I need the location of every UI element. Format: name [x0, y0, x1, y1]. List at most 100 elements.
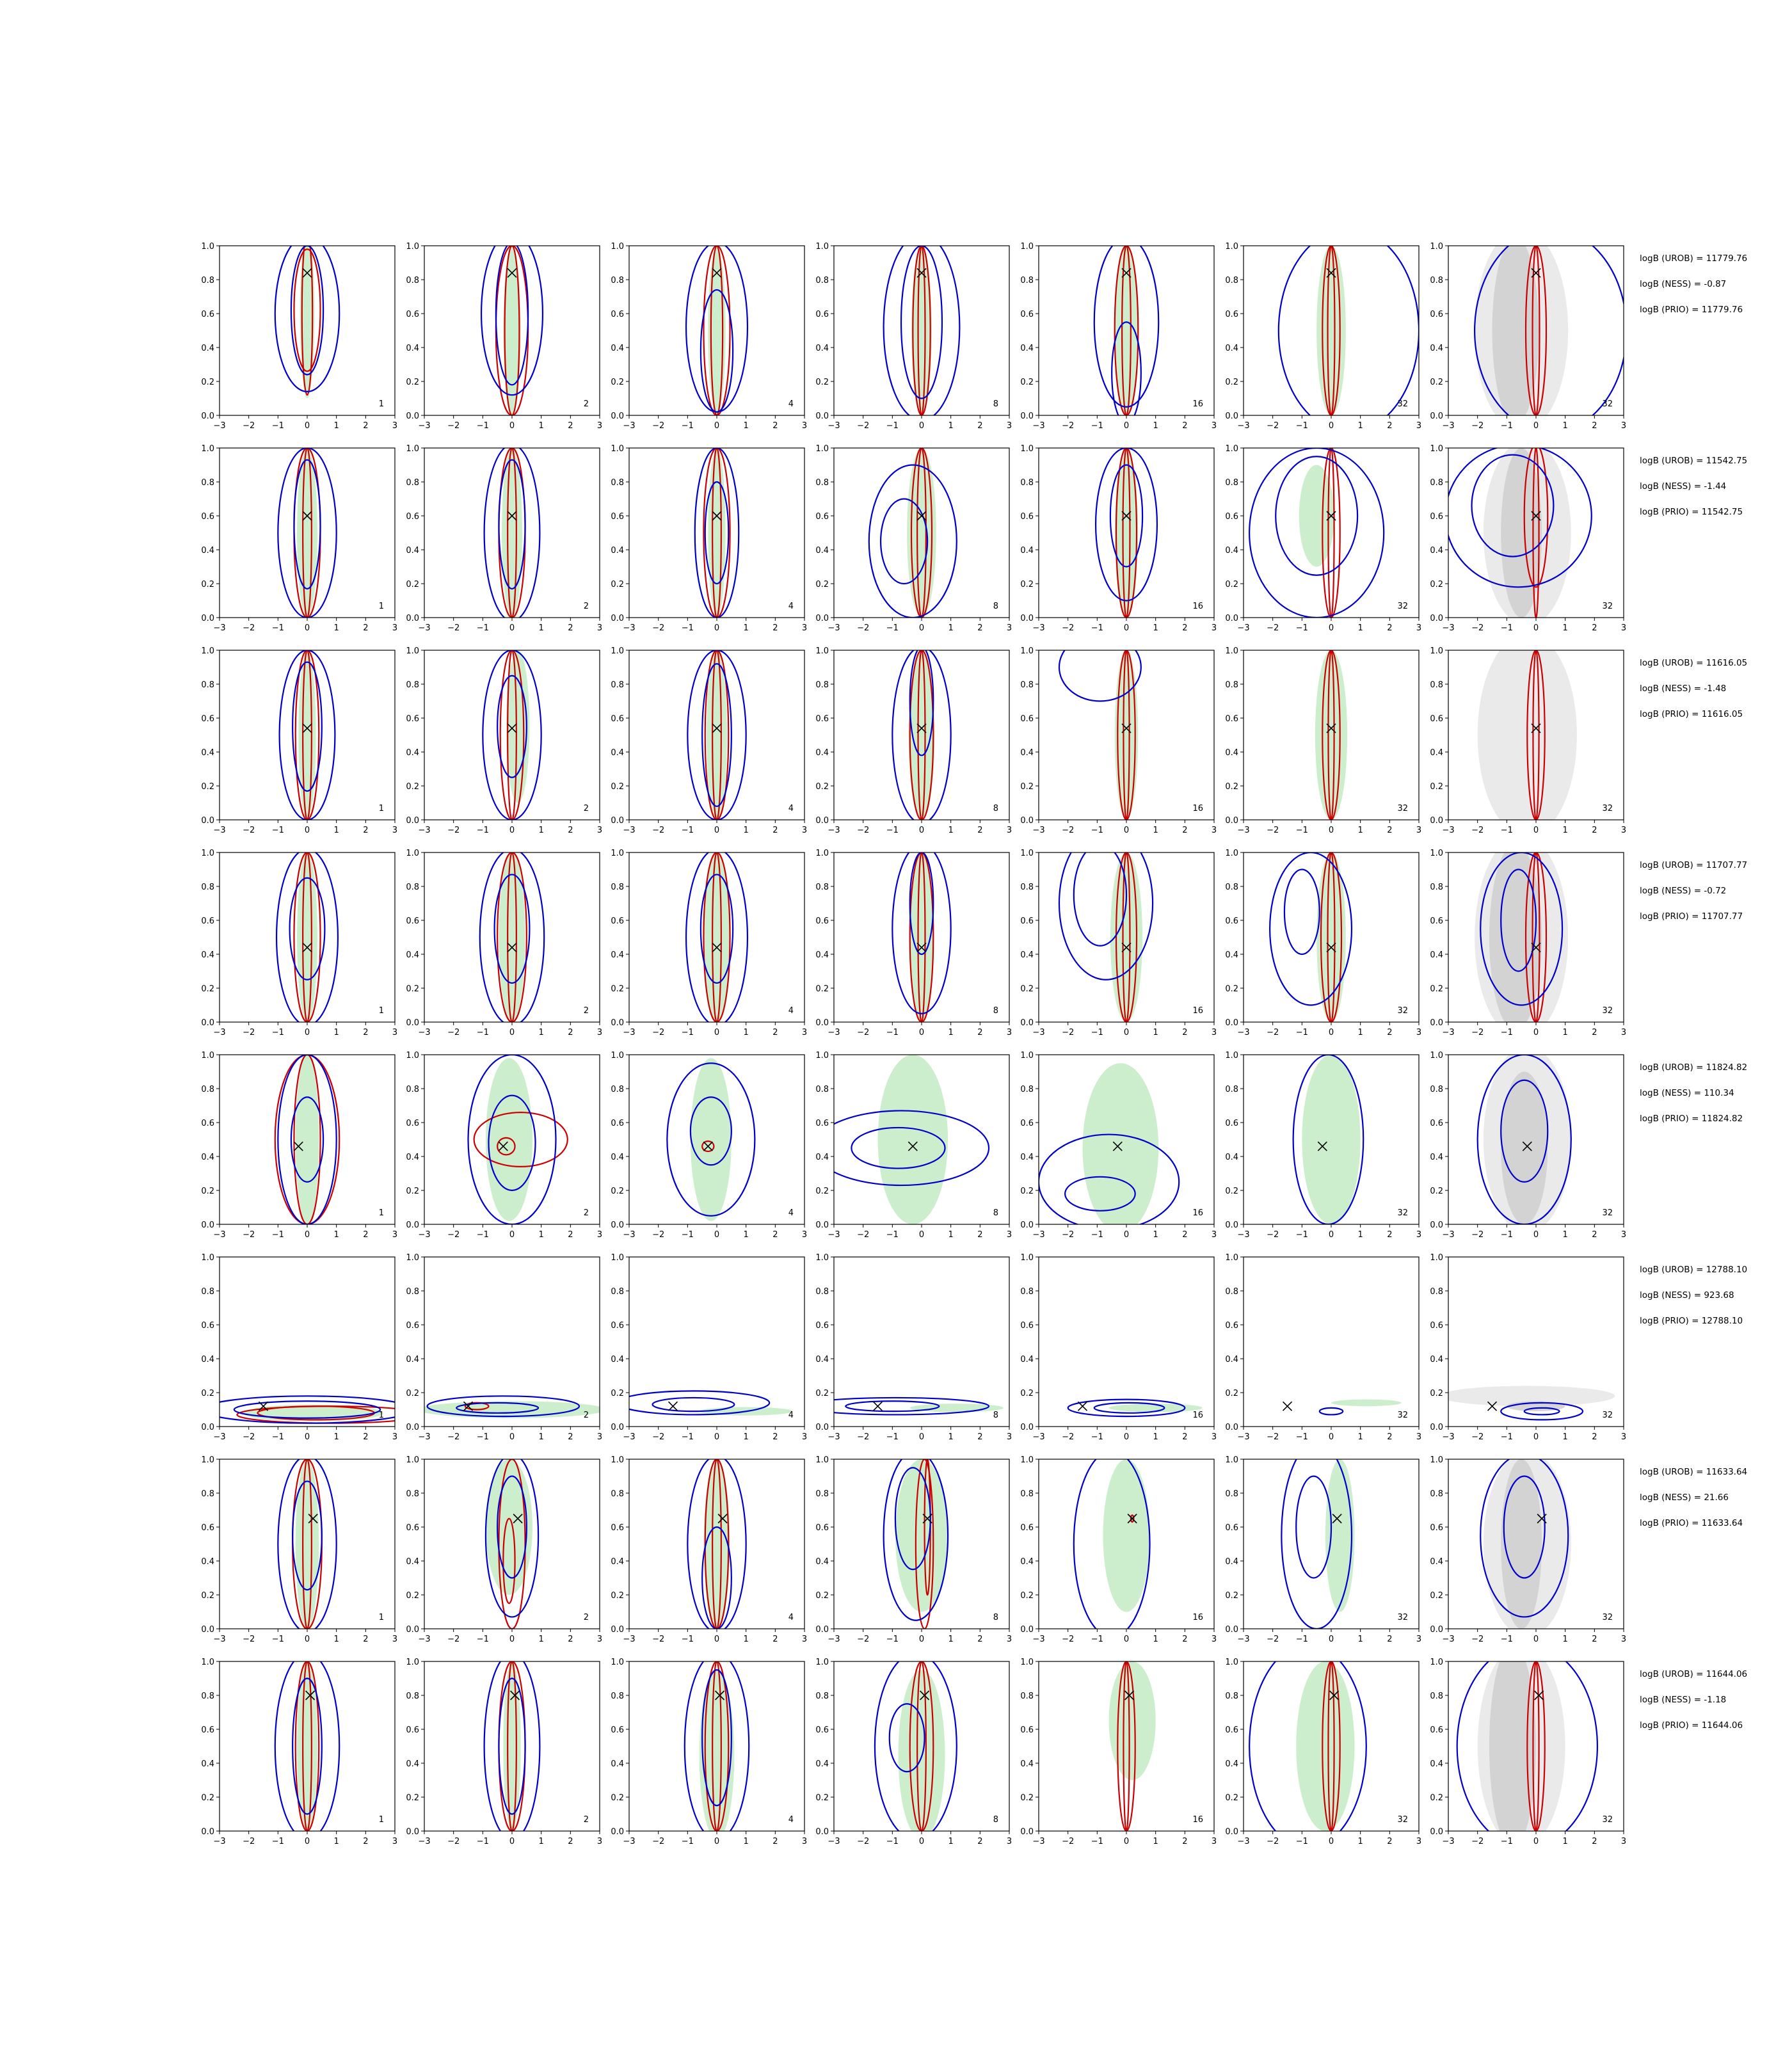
subplot-panel: −3 −2 −1 0 1 2 3 0.0 0.2 0.4 0.6 0.8 1.0 32	[1225, 1658, 1421, 1846]
y-tick-label: 0.2	[1225, 1187, 1238, 1196]
y-tick-label: 0.2	[1225, 580, 1238, 589]
x-tick-label: −1	[1501, 826, 1513, 835]
blue-contour	[1073, 1459, 1151, 1629]
y-tick-label: 0.2	[815, 1591, 829, 1601]
truth-marker-stroke	[1112, 1141, 1123, 1151]
x-tick-label: 0	[714, 1028, 719, 1037]
x-tick-label: −3	[1032, 1837, 1044, 1846]
blue-contour	[689, 1096, 732, 1166]
y-tick-label: 0.0	[406, 412, 419, 421]
truth-marker	[1121, 268, 1132, 278]
plot-area	[684, 1661, 750, 1831]
x-tick-label: −1	[1091, 421, 1103, 431]
x-tick-label: 2	[772, 421, 778, 431]
truth-marker	[1531, 268, 1541, 278]
y-tick-label: 0.4	[1430, 1355, 1443, 1364]
blue-contour	[220, 1395, 395, 1424]
y-tick-label: 0.4	[815, 1153, 829, 1162]
y-tick-label: 0.6	[1430, 1523, 1443, 1533]
x-tick-label: −2	[1471, 1837, 1484, 1846]
y-tick-label: 0.4	[611, 546, 624, 556]
y-tick-label: 0.6	[1020, 1321, 1034, 1331]
blue-contour	[1503, 1475, 1546, 1579]
y-tick-label: 1.0	[815, 849, 829, 858]
panel-label: 1	[379, 804, 384, 813]
x-tick-label: 3	[1416, 826, 1421, 835]
x-tick-label: 0	[1533, 1635, 1539, 1644]
y-tick-label: 0.8	[1020, 680, 1034, 690]
red-contour	[701, 1140, 715, 1153]
x-tick-label: 0	[919, 1837, 924, 1846]
x-tick-label: −2	[1062, 623, 1074, 633]
x-tick-label: 0	[509, 623, 515, 633]
x-tick-label: 3	[392, 1432, 397, 1442]
x-tick-label: 1	[539, 826, 544, 835]
x-tick-label: −3	[213, 421, 225, 431]
x-tick-label: −3	[418, 421, 430, 431]
x-tick-label: 2	[568, 623, 573, 633]
blue-contour	[834, 1110, 990, 1187]
subplot-panel: −3 −2 −1 0 1 2 3 0.0 0.2 0.4 0.6 0.8 1.0 2	[406, 849, 602, 1037]
y-tick-label: 0.2	[1225, 782, 1238, 792]
x-tick-label: 1	[948, 826, 954, 835]
red-contour	[302, 1661, 312, 1831]
panel-label: 16	[1192, 1613, 1203, 1622]
subplot-panel: −3 −2 −1 0 1 2 3 0.0 0.2 0.4 0.6 0.8 1.0 16	[1020, 646, 1217, 835]
x-tick-label: 1	[744, 1230, 749, 1240]
x-tick-label: −1	[682, 1230, 694, 1240]
subplot-panel: −3 −2 −1 0 1 2 3 0.0 0.2 0.4 0.6 0.8 1.0 4	[611, 1051, 807, 1240]
x-tick-label: 1	[334, 1432, 339, 1442]
y-tick-label: 0.0	[1020, 1423, 1034, 1432]
y-tick-label: 0.4	[611, 1759, 624, 1769]
truth-marker-stroke	[1531, 511, 1541, 521]
posterior-fill-region	[1296, 1661, 1355, 1831]
red-contour	[1130, 1514, 1135, 1523]
x-tick-label: 0	[1533, 1028, 1539, 1037]
y-tick-label: 0.0	[1430, 1625, 1443, 1635]
red-contour	[1115, 852, 1138, 1022]
y-tick-label: 0.6	[1430, 916, 1443, 926]
y-tick-label: 0.8	[201, 1489, 214, 1499]
panel-label: 2	[584, 1815, 589, 1825]
x-tick-label: −2	[1267, 1028, 1279, 1037]
x-tick-label: −1	[886, 1028, 899, 1037]
x-tick-label: −3	[1442, 623, 1454, 633]
x-tick-label: 2	[772, 1837, 778, 1846]
y-tick-label: 0.4	[406, 748, 419, 758]
red-contour	[293, 248, 321, 372]
x-tick-label: 1	[1153, 623, 1158, 633]
x-tick-label: 3	[802, 1635, 807, 1644]
x-tick-label: 1	[539, 421, 544, 431]
x-tick-label: 0	[1329, 1230, 1334, 1240]
truth-marker	[1121, 942, 1132, 952]
panel-label: 32	[1397, 1613, 1408, 1622]
x-tick-label: −1	[477, 1432, 489, 1442]
y-tick-label: 0.4	[1020, 1153, 1034, 1162]
x-tick-label: −1	[682, 1635, 694, 1644]
plot-area	[694, 448, 740, 618]
y-tick-label: 0.2	[815, 580, 829, 589]
y-tick-label: 0.4	[1225, 748, 1238, 758]
x-tick-label: 1	[1358, 1230, 1363, 1240]
x-tick-label: 2	[1182, 1837, 1187, 1846]
x-tick-label: −3	[418, 1432, 430, 1442]
x-tick-label: 2	[977, 1432, 982, 1442]
y-tick-label: 0.0	[815, 816, 829, 826]
plot-area	[1039, 1063, 1180, 1224]
blue-contour	[701, 1526, 732, 1629]
x-tick-label: −2	[447, 826, 460, 835]
y-tick-label: 0.2	[406, 1793, 419, 1803]
y-tick-label: 0.6	[406, 1321, 419, 1331]
y-tick-label: 0.4	[1430, 1153, 1443, 1162]
truth-marker	[916, 511, 927, 521]
y-tick-label: 0.0	[406, 816, 419, 826]
blue-contour	[479, 852, 545, 1022]
y-tick-label: 0.6	[1430, 512, 1443, 522]
y-tick-label: 0.2	[815, 1389, 829, 1398]
y-tick-label: 0.4	[1225, 1153, 1238, 1162]
red-contour	[1532, 246, 1540, 415]
y-tick-label: 0.0	[1020, 1220, 1034, 1230]
x-tick-label: 0	[305, 1230, 310, 1240]
red-contour	[712, 1661, 722, 1831]
y-tick-label: 0.2	[1430, 1793, 1443, 1803]
